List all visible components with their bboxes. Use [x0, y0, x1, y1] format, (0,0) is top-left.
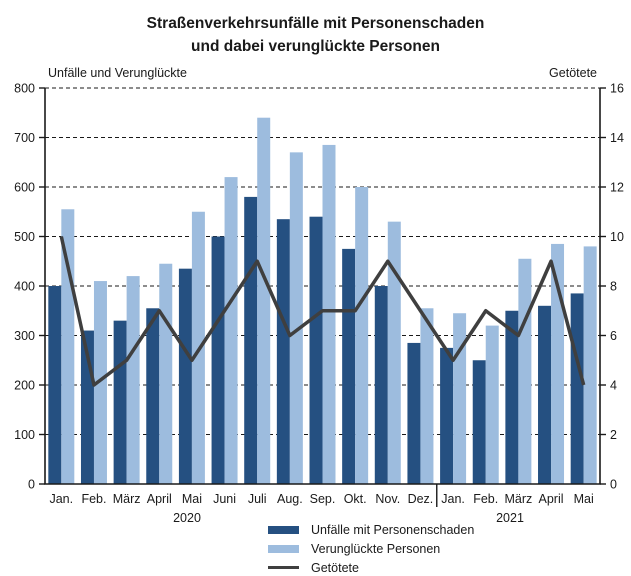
bar-verunglueckte-16 [583, 246, 597, 484]
bar-unfaelle-13 [472, 360, 486, 484]
bar-unfaelle-6 [244, 196, 258, 484]
month-label-6: Juli [248, 492, 267, 506]
month-label-13: Feb. [473, 492, 498, 506]
chart-title: Straßenverkehrsunfälle mit Personenschad… [0, 12, 631, 58]
legend-item-0: Unfälle mit Personenschaden [268, 520, 474, 539]
month-label-7: Aug. [277, 492, 303, 506]
bar-verunglueckte-3 [159, 263, 173, 484]
bar-unfaelle-3 [146, 308, 160, 484]
right-tick-label-8: 8 [610, 279, 617, 293]
month-label-4: Mai [182, 492, 202, 506]
bar-verunglueckte-14 [518, 258, 532, 484]
left-tick-label-300: 300 [14, 329, 35, 343]
right-tick-label-4: 4 [610, 378, 617, 392]
month-label-2: März [113, 492, 141, 506]
left-tick-label-800: 800 [14, 81, 35, 95]
chart-title-line2: und dabei verunglückte Personen [191, 38, 440, 55]
bar-verunglueckte-10 [387, 221, 401, 484]
left-axis-title: Unfälle und Verunglückte [48, 66, 187, 80]
month-label-15: April [539, 492, 564, 506]
month-label-5: Juni [213, 492, 236, 506]
legend-label-2: Getötete [311, 560, 359, 575]
month-label-3: April [147, 492, 172, 506]
month-label-12: Jan. [441, 492, 465, 506]
right-tick-label-2: 2 [610, 428, 617, 442]
right-tick-label-10: 10 [610, 230, 624, 244]
bar-verunglueckte-5 [224, 177, 238, 484]
bar-unfaelle-0 [48, 286, 62, 484]
month-label-8: Sep. [310, 492, 336, 506]
month-label-9: Okt. [344, 492, 367, 506]
bar-unfaelle-10 [374, 286, 388, 484]
bar-unfaelle-9 [342, 248, 356, 485]
bar-verunglueckte-12 [453, 313, 467, 484]
bar-unfaelle-11 [407, 342, 421, 484]
left-tick-label-200: 200 [14, 378, 35, 392]
left-tick-label-100: 100 [14, 428, 35, 442]
bar-verunglueckte-2 [126, 276, 140, 484]
right-tick-label-14: 14 [610, 131, 624, 145]
right-tick-label-12: 12 [610, 180, 624, 194]
legend-label-1: Verunglückte Personen [311, 541, 441, 556]
bar-verunglueckte-1 [93, 281, 107, 484]
bar-unfaelle-14 [505, 310, 519, 484]
legend-swatch-bar-0 [268, 525, 299, 534]
right-tick-label-0: 0 [610, 477, 617, 491]
line-getoetete [59, 236, 586, 387]
right-axis-title: Getötete [549, 66, 597, 80]
left-tick-label-700: 700 [14, 131, 35, 145]
year-label-2020: 2020 [173, 511, 201, 525]
month-label-14: März [504, 492, 532, 506]
month-label-16: Mai [574, 492, 594, 506]
legend-swatch-line-2 [268, 566, 299, 569]
bar-verunglueckte-13 [485, 325, 499, 484]
left-tick-label-0: 0 [28, 477, 35, 491]
month-label-11: Dez. [408, 492, 434, 506]
bar-unfaelle-12 [440, 347, 454, 485]
chart-legend: Unfälle mit Personenschaden Verunglückte … [268, 520, 474, 576]
year-label-2021: 2021 [496, 511, 524, 525]
bar-unfaelle-7 [276, 219, 290, 484]
bar-unfaelle-2 [113, 320, 127, 484]
left-tick-label-500: 500 [14, 230, 35, 244]
bar-verunglueckte-11 [420, 308, 434, 484]
bar-unfaelle-15 [538, 305, 552, 484]
right-tick-label-6: 6 [610, 329, 617, 343]
left-tick-label-600: 600 [14, 180, 35, 194]
month-label-0: Jan. [49, 492, 73, 506]
legend-label-0: Unfälle mit Personenschaden [311, 522, 475, 537]
bar-unfaelle-4 [178, 268, 192, 484]
legend-item-1: Verunglückte Personen [268, 539, 474, 558]
left-tick-label-400: 400 [14, 279, 35, 293]
month-label-1: Feb. [81, 492, 106, 506]
legend-swatch-bar-1 [268, 544, 299, 553]
bar-verunglueckte-7 [289, 152, 303, 484]
bar-unfaelle-16 [570, 293, 584, 484]
bar-verunglueckte-9 [355, 187, 369, 484]
right-tick-label-16: 16 [610, 81, 624, 95]
legend-item-2: Getötete [268, 558, 474, 576]
chart-title-line1: Straßenverkehrsunfälle mit Personenschad… [146, 15, 485, 32]
bar-verunglueckte-6 [257, 117, 271, 484]
bar-unfaelle-8 [309, 216, 323, 484]
bar-unfaelle-5 [211, 236, 225, 484]
bar-verunglueckte-8 [322, 144, 336, 484]
month-label-10: Nov. [375, 492, 400, 506]
